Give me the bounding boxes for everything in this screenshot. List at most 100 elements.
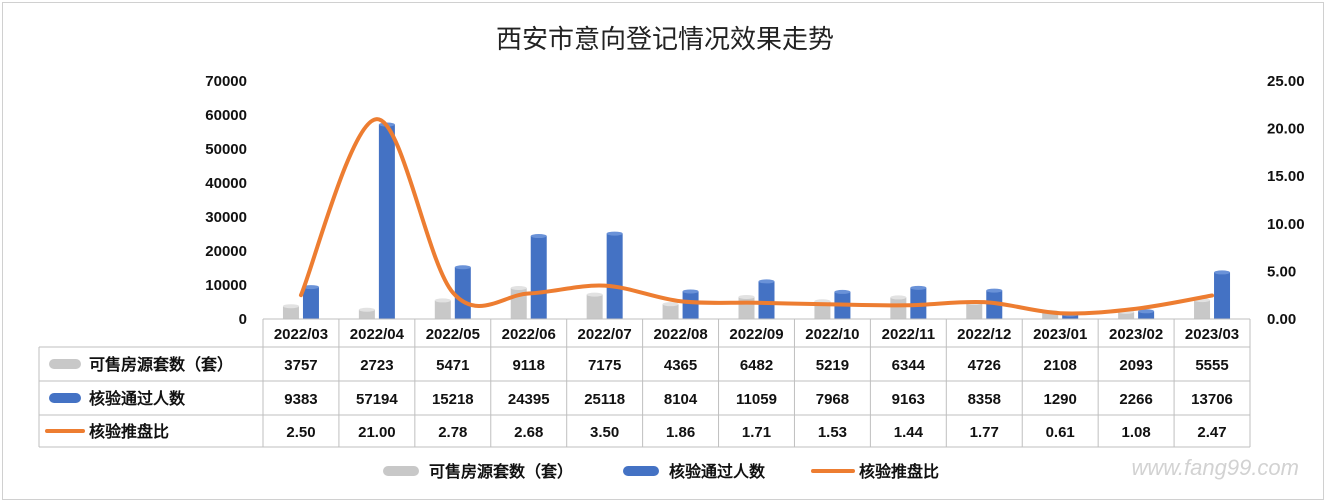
table-cell: 7968 — [816, 391, 849, 408]
table-cell: 1.77 — [970, 424, 999, 441]
ratio-line — [298, 117, 1215, 316]
table-cell: 2.78 — [438, 424, 467, 441]
bar-verified-cap — [302, 285, 319, 290]
row-label-2: 核验推盘比 — [89, 422, 169, 441]
bar-available-cap — [510, 285, 527, 290]
table-cell: 3757 — [284, 357, 317, 374]
chart-title: 西安市意向登记情况效果走势 — [496, 25, 834, 55]
category-label: 2023/01 — [1033, 326, 1087, 343]
bar-available-2022/09 — [738, 296, 755, 319]
bar-verified-2023/03 — [1214, 272, 1231, 319]
bar-available-2022/12 — [966, 302, 983, 319]
table-cell: 5471 — [436, 357, 469, 374]
category-label: 2022/05 — [426, 326, 480, 343]
bar-verified-2023/01 — [1062, 314, 1079, 319]
legend-label-0: 可售房源套数（套） — [429, 462, 573, 481]
table-cell: 15218 — [432, 391, 474, 408]
bar-available-cap — [662, 302, 679, 307]
bar-available-2023/02 — [1118, 311, 1135, 319]
category-label: 2022/09 — [729, 326, 783, 343]
bar-available-2022/07 — [586, 294, 603, 319]
bar-verified-2022/09 — [758, 281, 775, 319]
bar-available-cap — [890, 295, 907, 300]
category-label: 2022/08 — [653, 326, 707, 343]
table-cell: 2.47 — [1197, 424, 1226, 441]
y-left-tick: 10000 — [205, 277, 247, 294]
bar-available-2023/01 — [1042, 311, 1059, 319]
bar-verified-2022/04 — [378, 124, 395, 319]
bar-available-cap — [358, 307, 375, 312]
table-cell: 2.50 — [286, 424, 315, 441]
y-left-tick: 40000 — [205, 175, 247, 192]
bar-verified-cap — [986, 288, 1003, 293]
bar-verified-cap — [454, 265, 471, 270]
bar-available-2022/04 — [358, 309, 375, 319]
bar-verified-cap — [834, 289, 851, 294]
table-cell: 4365 — [664, 357, 697, 374]
y-right-tick: 15.00 — [1267, 168, 1305, 185]
y-right-tick: 10.00 — [1267, 216, 1305, 233]
legend-label-1: 核验通过人数 — [669, 462, 766, 481]
table-cell: 7175 — [588, 357, 621, 374]
table-cell: 1.08 — [1122, 424, 1151, 441]
bar-verified-cap — [606, 231, 623, 236]
table-cell: 2266 — [1119, 391, 1152, 408]
bar-available-cap — [282, 304, 299, 309]
chart-svg: 西安市意向登记情况效果走势 70000 60000 50000 40000 30000 2… — [38, 25, 1305, 481]
category-label: 2022/12 — [957, 326, 1011, 343]
category-label: 2023/02 — [1109, 326, 1163, 343]
table-cell: 2723 — [360, 357, 393, 374]
bar-verified-cap — [1214, 270, 1231, 275]
table-cell: 9163 — [892, 391, 925, 408]
table-cell: 24395 — [508, 391, 550, 408]
bar-verified-2022/05 — [454, 267, 471, 319]
bar-available-cap — [586, 292, 603, 297]
bar-available-2022/08 — [662, 304, 679, 319]
table-cell: 2093 — [1119, 357, 1152, 374]
table-cell: 13706 — [1191, 391, 1233, 408]
table-cell: 6482 — [740, 357, 773, 374]
table-cell: 9383 — [284, 391, 317, 408]
table-cell: 2.68 — [514, 424, 543, 441]
legend-swatch-0 — [383, 466, 419, 476]
table-cell: 1290 — [1044, 391, 1077, 408]
table-cell: 5219 — [816, 357, 849, 374]
legend-swatch-1 — [623, 466, 659, 476]
category-label: 2022/07 — [578, 326, 632, 343]
y-left-tick: 0 — [239, 311, 247, 328]
bar-verified-2022/08 — [682, 291, 699, 319]
table-cell: 2108 — [1044, 357, 1077, 374]
y-left-tick: 60000 — [205, 107, 247, 124]
row-label-1: 核验通过人数 — [89, 389, 186, 408]
y-left-tick: 20000 — [205, 243, 247, 260]
legend: 可售房源套数（套） 核验通过人数 核验推盘比 — [383, 462, 939, 481]
table-cell: 9118 — [512, 357, 545, 374]
table-cell: 0.61 — [1046, 424, 1075, 441]
line-layer — [298, 117, 1215, 316]
table-cell: 1.53 — [818, 424, 847, 441]
watermark: www.fang99.com — [1131, 455, 1299, 480]
y-left-tick: 70000 — [205, 73, 247, 90]
table-cell: 6344 — [892, 357, 926, 374]
table-cell: 1.71 — [742, 424, 771, 441]
y-left-tick: 50000 — [205, 141, 247, 158]
bar-available-cap — [434, 298, 451, 303]
category-label: 2022/11 — [882, 326, 935, 343]
y-right-tick: 0.00 — [1267, 311, 1296, 328]
table-cell: 1.44 — [894, 424, 924, 441]
row-swatch-0 — [49, 359, 81, 369]
table-cell: 21.00 — [358, 424, 396, 441]
table-cell: 4726 — [968, 357, 1001, 374]
axes-layer: 70000 60000 50000 40000 30000 20000 10000 0 25.0… — [205, 73, 1304, 328]
bar-available-2022/11 — [890, 297, 907, 319]
y-right-tick: 5.00 — [1267, 263, 1296, 280]
bar-verified-cap — [682, 289, 699, 294]
bar-available-2022/05 — [434, 300, 451, 319]
y-right-tick: 20.00 — [1267, 121, 1305, 138]
bar-verified-cap — [758, 279, 775, 284]
table-cell: 25118 — [584, 391, 625, 408]
table-cell: 8104 — [664, 391, 698, 408]
bar-verified-2022/03 — [302, 287, 319, 319]
table-cell: 11059 — [736, 391, 777, 408]
